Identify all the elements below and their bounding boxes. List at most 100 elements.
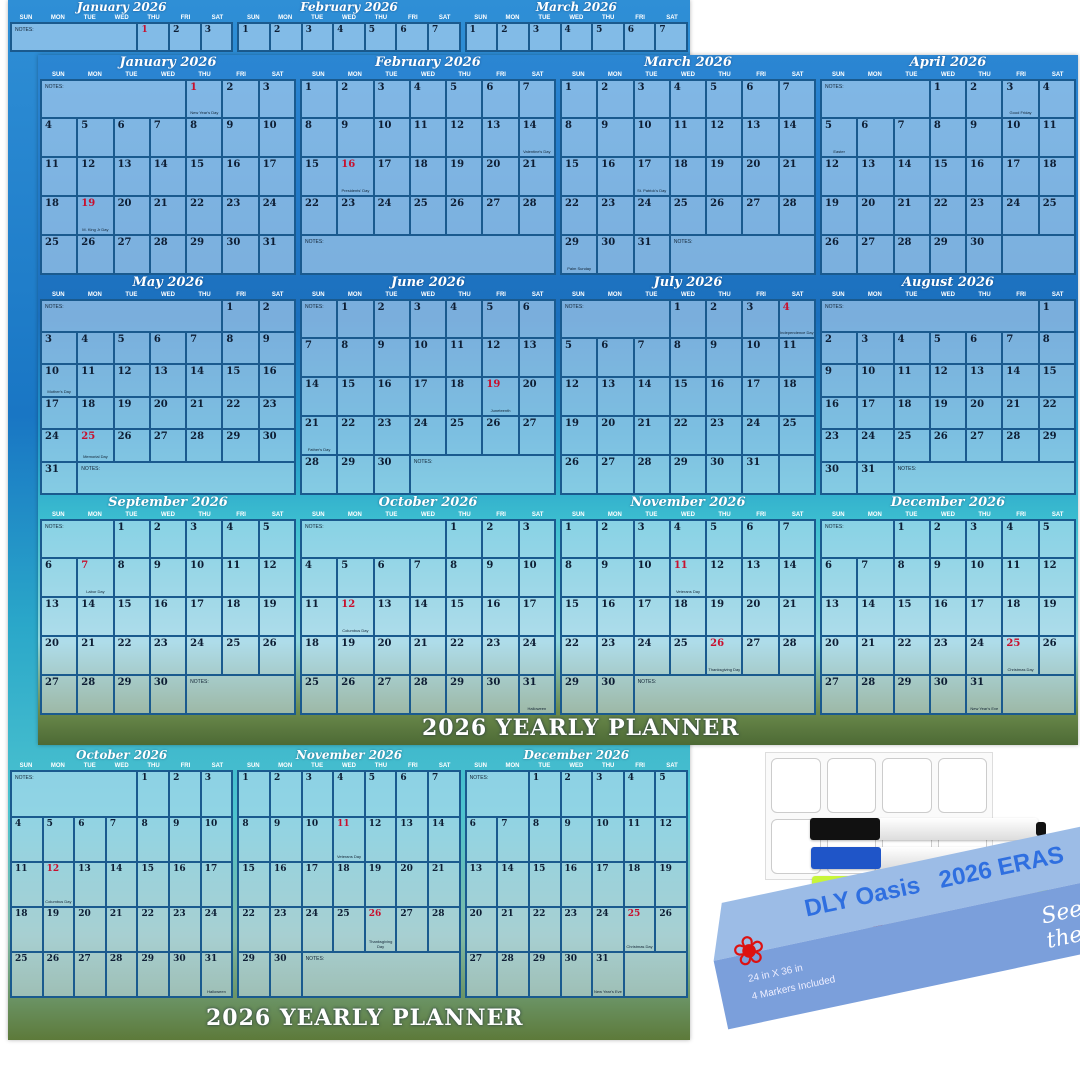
day-cell[interactable]: 26 Thanksgiving Day [364,906,397,952]
day-cell[interactable]: 5 [77,118,114,158]
day-cell[interactable]: 10 [258,118,295,158]
day-cell[interactable]: 24 [409,416,447,456]
day-cell[interactable]: 1 [669,299,707,339]
day-cell[interactable]: 23 [258,396,295,430]
day-cell[interactable]: 18 [409,157,447,197]
day-cell[interactable]: 13 [742,118,779,158]
day-cell[interactable]: 3 [633,79,670,119]
day-cell[interactable]: 3 [301,771,334,817]
day-cell[interactable]: 23 [482,636,519,676]
day-cell[interactable]: 1 [238,23,270,51]
day-cell[interactable]: 20 [465,906,498,952]
day-cell[interactable]: 22 [929,196,967,236]
day-cell[interactable]: 17 [742,377,779,417]
day-cell[interactable]: 17 [200,861,233,907]
day-cell[interactable]: 25 [893,429,930,462]
day-cell[interactable]: 8 [1038,331,1075,365]
day-cell[interactable]: 31 New Year's Eve [592,951,624,997]
day-cell[interactable]: 16 [966,157,1003,197]
day-cell[interactable]: 30 [169,951,201,997]
day-cell[interactable]: 23 [269,906,302,952]
day-cell[interactable]: 17 [409,377,447,417]
notes-cell[interactable]: NOTES: [893,461,1075,494]
day-cell[interactable]: 2 [497,23,529,51]
day-cell[interactable]: 20 [597,416,634,456]
day-cell[interactable]: 19 [655,861,687,907]
day-cell[interactable]: 5 [337,558,374,598]
day-cell[interactable]: 9 [597,558,634,598]
day-cell[interactable]: 13 [742,558,779,598]
day-cell[interactable]: 19 [446,157,483,197]
day-cell[interactable]: 8 [929,118,967,158]
day-cell[interactable]: 31 New Year's Eve [966,675,1003,714]
day-cell[interactable]: 9 [373,338,410,378]
day-cell[interactable]: 1 [1038,299,1075,332]
day-cell[interactable]: 27 [74,951,106,997]
day-cell[interactable]: 15 [238,861,270,907]
day-cell[interactable]: 31 Halloween [200,951,233,997]
day-cell[interactable]: 14 [497,861,529,907]
day-cell[interactable]: 14 [778,558,815,598]
day-cell[interactable]: 24 [518,636,555,676]
day-cell[interactable]: 2 [373,299,410,339]
day-cell[interactable]: 3 [258,79,295,119]
day-cell[interactable]: 17 [518,597,555,637]
day-cell[interactable]: 25 [409,196,447,236]
day-cell[interactable]: 4 [560,23,593,51]
day-cell[interactable]: 22 [893,636,930,676]
day-cell[interactable]: 14 [301,377,338,417]
day-cell[interactable]: 5 [113,331,150,365]
day-cell[interactable]: 3 [966,519,1003,559]
day-cell[interactable]: 26 [337,675,374,714]
day-cell[interactable]: 28 [857,675,894,714]
day-cell[interactable]: 21 [857,636,894,676]
day-cell[interactable]: 27 [597,455,634,494]
day-cell[interactable]: 22 [113,636,150,676]
day-cell[interactable]: 20 [742,157,779,197]
day-cell[interactable]: 3 [518,519,555,559]
day-cell[interactable]: 18 [893,396,930,430]
day-cell[interactable]: 16 [597,157,634,197]
day-cell[interactable]: 10 [301,816,334,862]
day-cell[interactable]: 9 [169,816,201,862]
day-cell[interactable]: 20 [396,861,429,907]
day-cell[interactable]: 7 [893,118,930,158]
day-cell[interactable]: 30 [821,461,858,494]
day-cell[interactable]: 6 [396,23,429,51]
notes-cell[interactable]: NOTES: [11,771,138,817]
day-cell[interactable]: 22 [301,196,338,236]
day-cell[interactable]: 26 [482,416,519,456]
day-cell[interactable]: 11 [222,558,259,598]
day-cell[interactable]: 28 [409,675,447,714]
notes-cell[interactable]: NOTES: [77,461,295,494]
day-cell[interactable]: 17 [258,157,295,197]
day-cell[interactable]: 15 [561,597,598,637]
day-cell[interactable]: 19 [1038,597,1075,637]
day-cell[interactable]: 4 [1002,519,1039,559]
day-cell[interactable]: 6 [857,118,894,158]
day-cell[interactable]: 1 [137,771,170,817]
day-cell[interactable]: 22 [669,416,707,456]
day-cell[interactable]: 11 [77,364,114,397]
notes-cell[interactable]: NOTES: [633,675,815,714]
day-cell[interactable]: 4 [669,519,707,559]
day-cell[interactable]: 29 [446,675,483,714]
day-cell[interactable]: 3 [528,23,561,51]
day-cell[interactable]: 11 [1038,118,1075,158]
day-cell[interactable]: 24 [592,906,624,952]
notes-cell[interactable]: NOTES: [821,79,930,119]
day-cell[interactable]: 4 [301,558,338,598]
day-cell[interactable]: 30 [966,235,1003,274]
day-cell[interactable]: 6 [74,816,106,862]
day-cell[interactable]: 7 [105,816,138,862]
day-cell[interactable]: 14 [77,597,114,637]
day-cell[interactable]: 4 [77,331,114,365]
day-cell[interactable]: 4 [222,519,259,559]
day-cell[interactable]: 25 Christmas Day [1002,636,1039,676]
day-cell[interactable]: 12 [364,816,397,862]
day-cell[interactable]: 22 [1038,396,1075,430]
day-cell[interactable]: 2 [706,299,743,339]
day-cell[interactable]: 21 [428,861,460,907]
day-cell[interactable]: 8 [893,558,930,598]
day-cell[interactable]: 22 [222,396,259,430]
